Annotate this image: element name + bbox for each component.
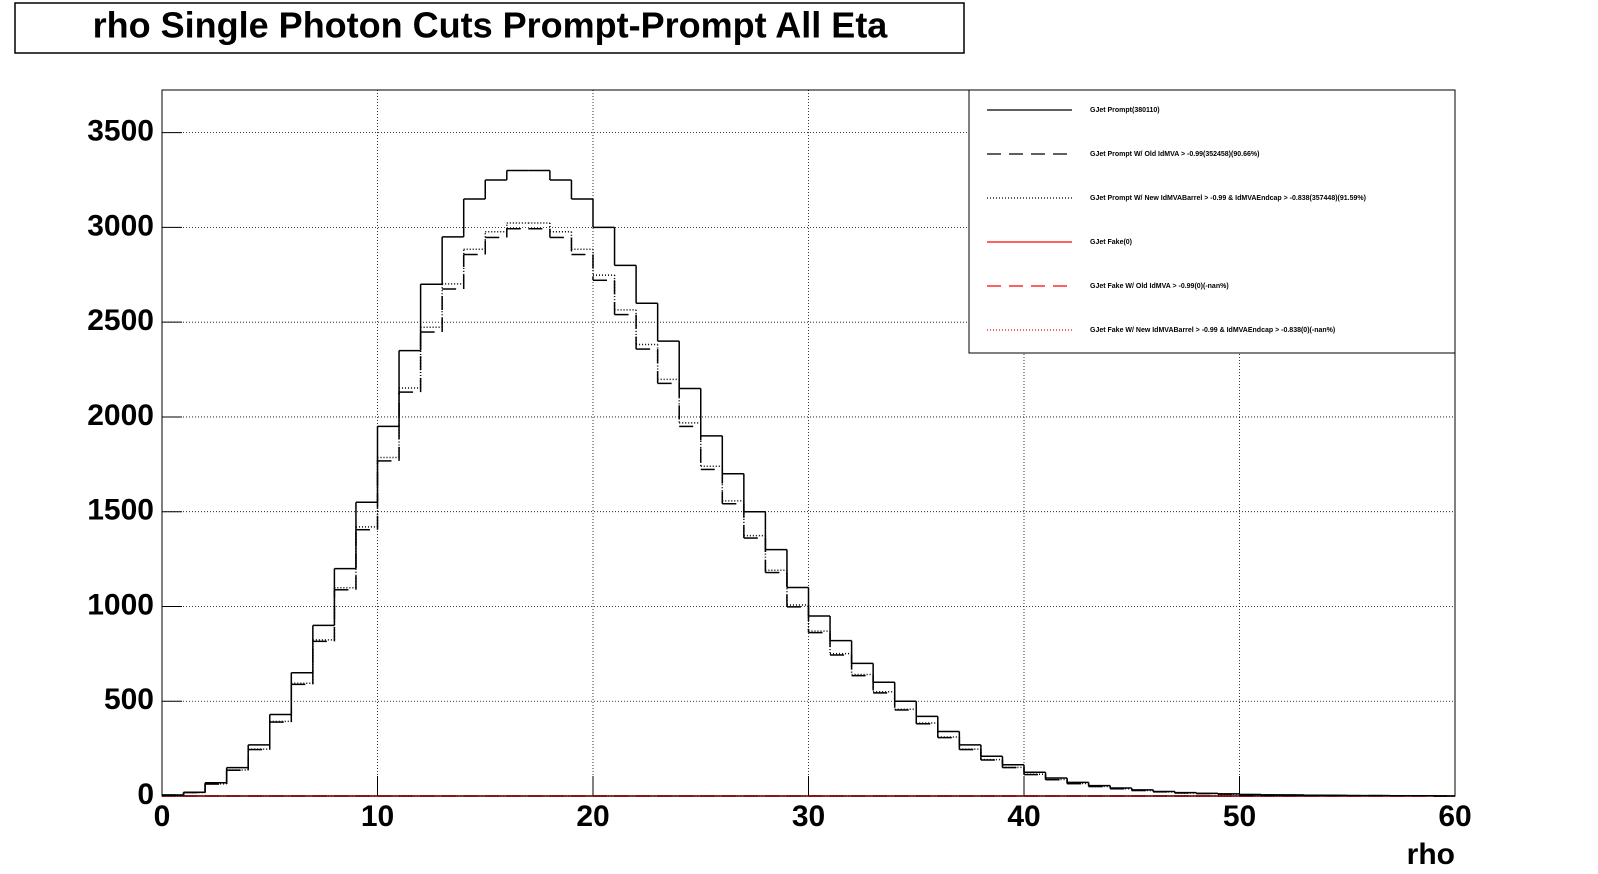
- y-tick-label: 1500: [87, 494, 154, 527]
- legend-box: [968, 89, 1456, 354]
- legend-label: GJet Fake W/ Old IdMVA > -0.99(0)(-nan%): [1090, 283, 1229, 290]
- x-tick-label: 40: [1007, 800, 1040, 833]
- y-tick-label: 2500: [87, 304, 154, 337]
- histogram-series: [162, 169, 1455, 797]
- x-tick-label: 0: [154, 800, 171, 833]
- y-tick-label: 2000: [87, 399, 154, 432]
- plot-frame-border: [161, 89, 1456, 797]
- chart-title: rho Single Photon Cuts Prompt-Prompt All…: [93, 5, 889, 46]
- legend-label: GJet Fake W/ New IdMVABarrel > -0.99 & I…: [1090, 327, 1335, 334]
- title-box: [14, 2, 965, 54]
- y-tick-label: 3000: [87, 209, 154, 242]
- legend-label: GJet Prompt W/ Old IdMVA > -0.99(352458)…: [1090, 151, 1259, 158]
- y-tick-label: 1000: [87, 588, 154, 621]
- x-tick-label: 10: [361, 800, 394, 833]
- x-tick-label: 50: [1223, 800, 1256, 833]
- legend-label: GJet Prompt(380110): [1090, 107, 1160, 114]
- y-tick-label: 0: [137, 778, 154, 811]
- y-tick-label: 500: [104, 683, 154, 716]
- x-tick-label: 60: [1438, 800, 1471, 833]
- x-axis-label: rho: [1407, 838, 1455, 871]
- legend-label: GJet Prompt W/ New IdMVABarrel > -0.99 &…: [1090, 195, 1366, 202]
- step-connector: [182, 170, 1435, 796]
- legend-label: GJet Fake(0): [1090, 239, 1132, 246]
- x-tick-label: 20: [576, 800, 609, 833]
- y-tick-label: 3500: [87, 115, 154, 148]
- x-tick-label: 30: [792, 800, 825, 833]
